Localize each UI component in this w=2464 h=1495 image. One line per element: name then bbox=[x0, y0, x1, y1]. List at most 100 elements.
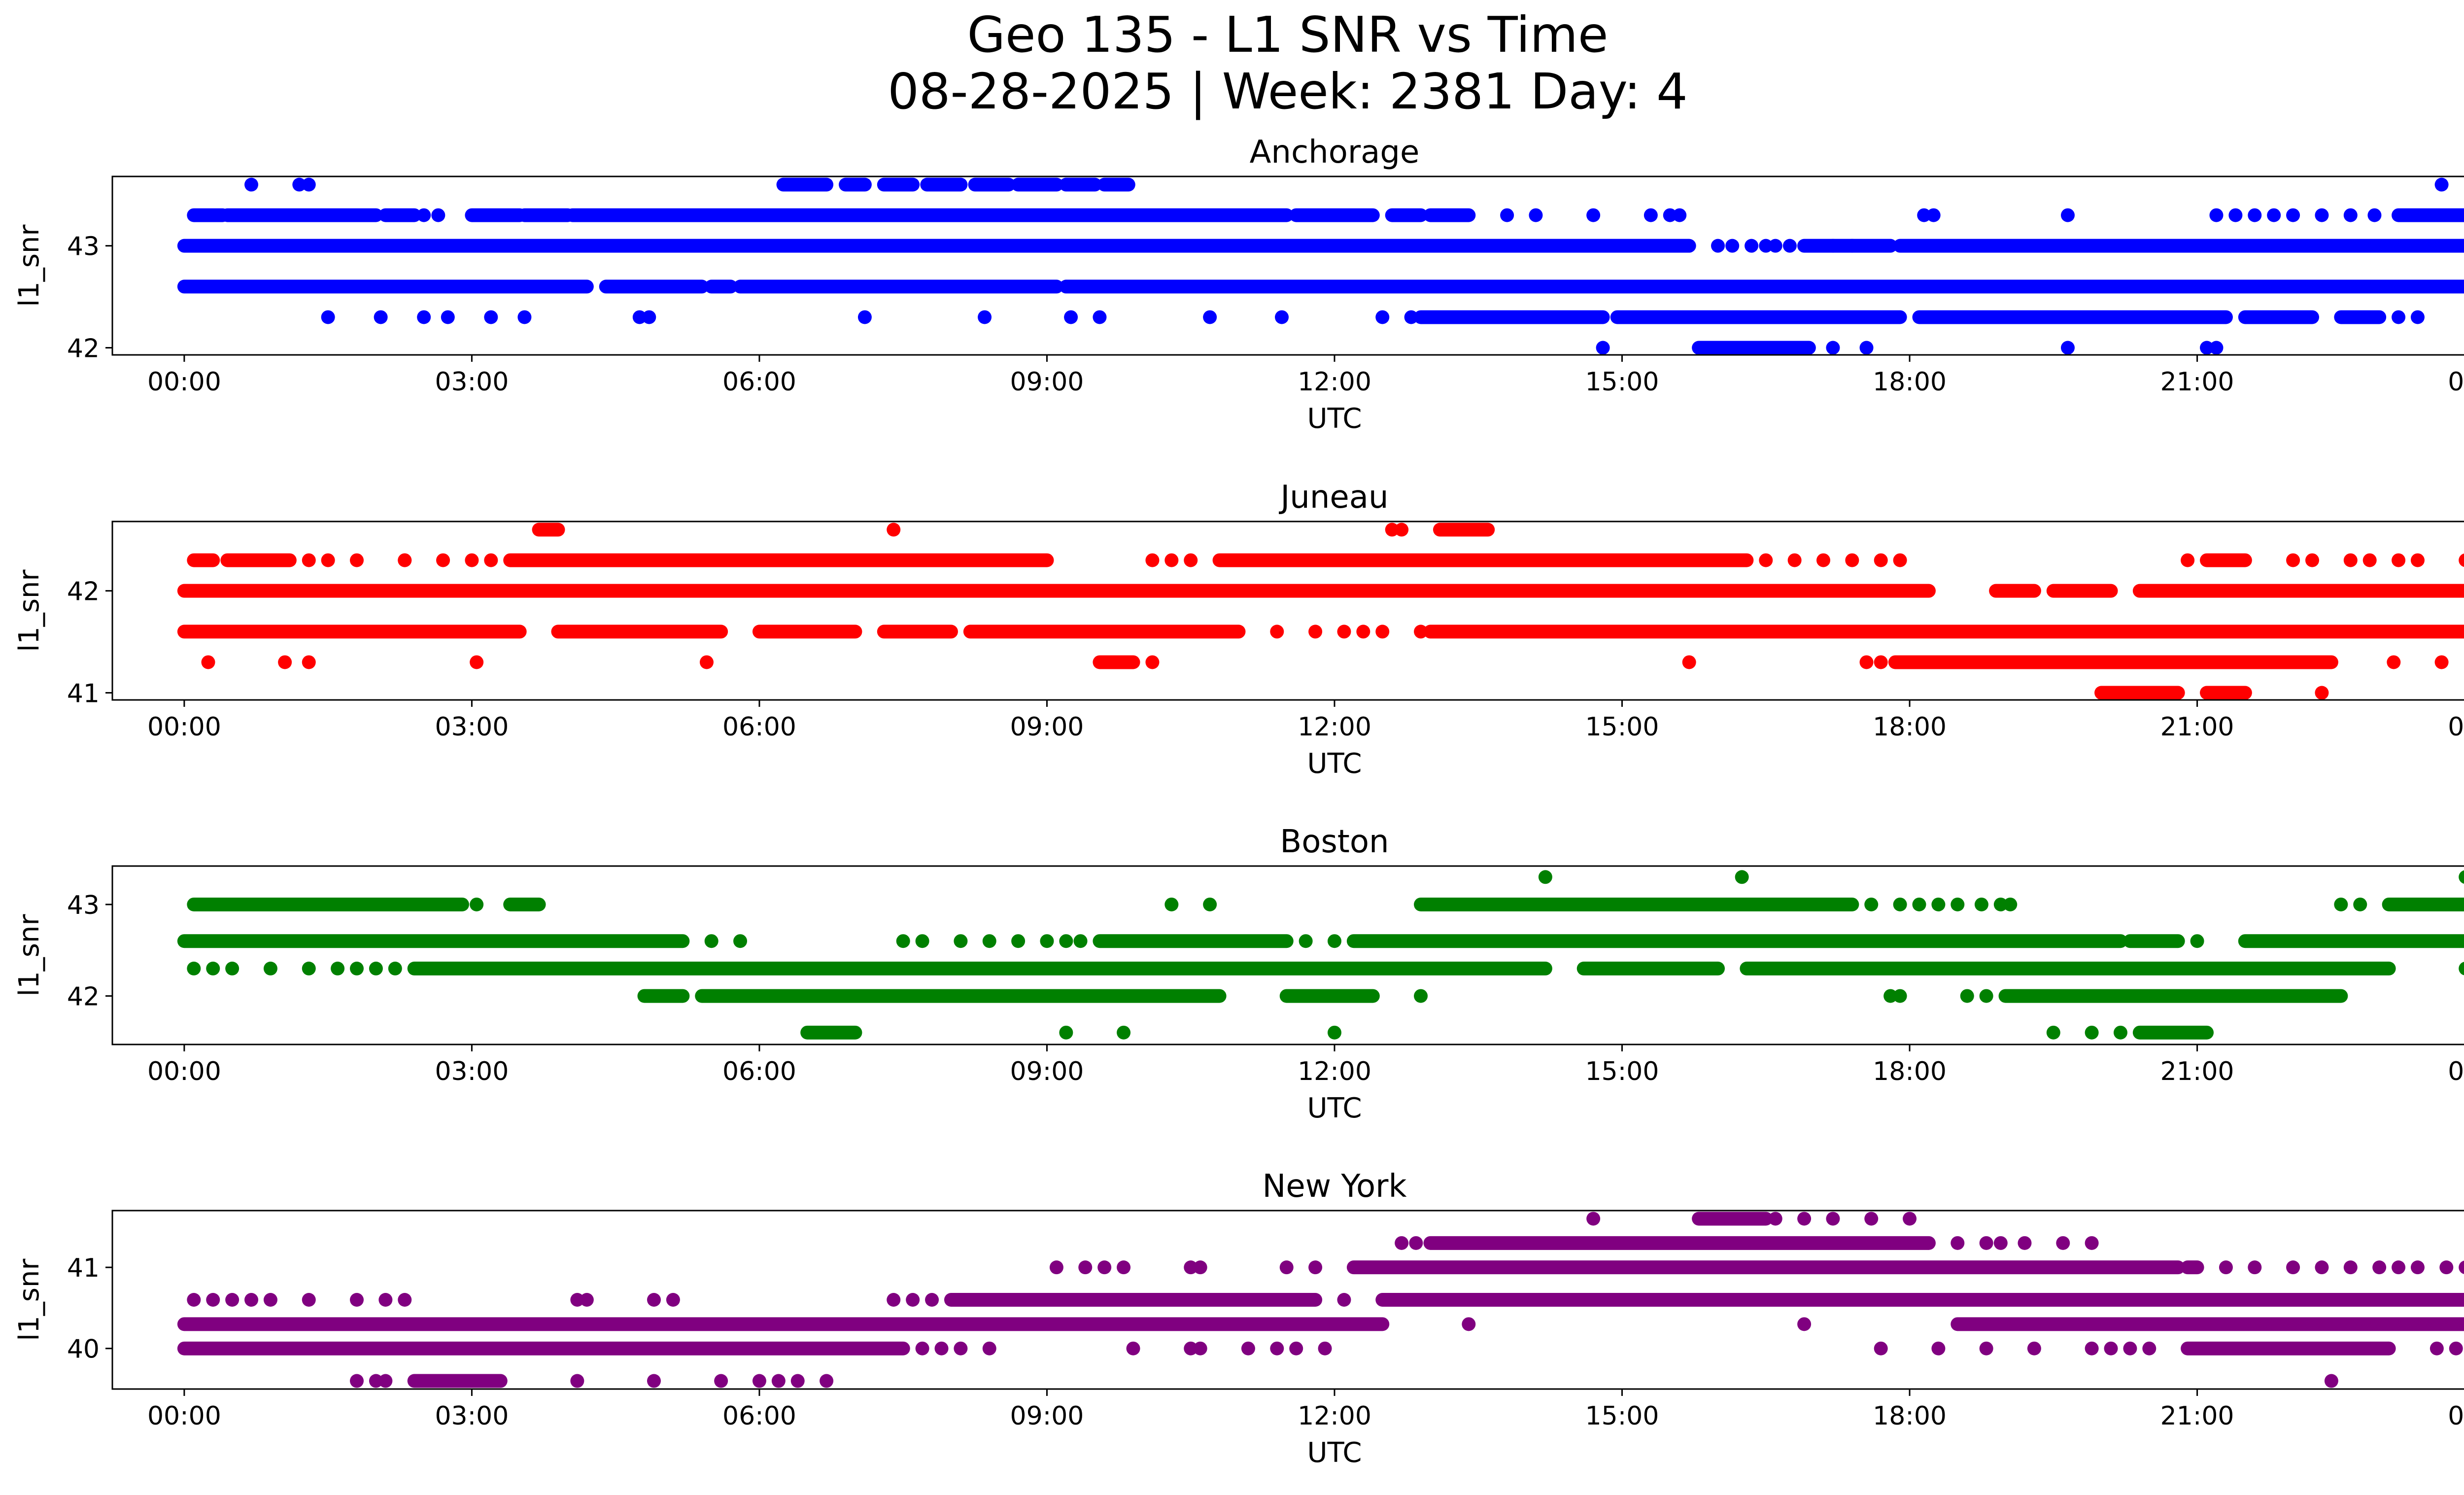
data-point bbox=[1375, 310, 1390, 324]
data-point bbox=[244, 177, 259, 192]
data-point bbox=[1979, 1341, 1993, 1356]
x-tick-label: 09:00 bbox=[1010, 1401, 1084, 1431]
data-point bbox=[632, 310, 647, 324]
data-point bbox=[378, 1293, 393, 1307]
data-point bbox=[2219, 1260, 2233, 1275]
data-point bbox=[470, 897, 484, 911]
data-point bbox=[1318, 1341, 1332, 1356]
x-tick-label: 09:00 bbox=[1010, 1057, 1084, 1086]
data-point bbox=[704, 934, 719, 948]
y-tick-label: 42 bbox=[67, 577, 100, 607]
data-point bbox=[820, 1374, 834, 1388]
data-point bbox=[934, 1341, 949, 1356]
data-point bbox=[1337, 625, 1351, 639]
x-tick-label: 18:00 bbox=[1873, 712, 1947, 742]
panels-container: Anchorage 00:00 03:00 06:00 09:00 12:00 15:00 1… bbox=[13, 134, 2464, 1469]
data-point bbox=[2392, 310, 2406, 324]
data-point bbox=[1404, 310, 1418, 324]
data-point bbox=[1951, 897, 1965, 911]
data-point bbox=[187, 1293, 201, 1307]
data-point bbox=[1745, 239, 1759, 253]
x-tick-label: 00:00 bbox=[2448, 367, 2464, 397]
data-point bbox=[857, 310, 872, 324]
data-point bbox=[1682, 655, 1696, 669]
x-tick-label: 15:00 bbox=[1585, 1057, 1659, 1086]
data-point bbox=[2027, 1341, 2041, 1356]
data-point bbox=[374, 310, 388, 324]
data-point bbox=[1893, 989, 1907, 1003]
data-point bbox=[1782, 239, 1797, 253]
data-point bbox=[1859, 341, 1874, 355]
data-point bbox=[2046, 1025, 2060, 1040]
data-point bbox=[1011, 934, 1026, 948]
data-point bbox=[2353, 897, 2367, 911]
x-axis-label: UTC bbox=[1307, 1092, 1362, 1124]
data-point bbox=[790, 1374, 805, 1388]
data-point bbox=[2343, 553, 2358, 567]
x-tick-label: 09:00 bbox=[1010, 367, 1084, 397]
data-point bbox=[2085, 1236, 2099, 1250]
data-point bbox=[699, 655, 714, 669]
x-tick-label: 15:00 bbox=[1585, 712, 1659, 742]
data-point bbox=[398, 553, 412, 567]
data-point bbox=[484, 553, 498, 567]
data-point bbox=[1097, 1260, 1112, 1275]
data-point bbox=[2056, 1236, 2070, 1250]
data-point bbox=[1093, 310, 1107, 324]
data-point bbox=[733, 934, 748, 948]
data-point bbox=[331, 961, 345, 975]
data-point bbox=[1993, 1236, 2008, 1250]
panel-juneau: Juneau 00:00 03:00 06:00 09:00 12:00 15:00 18:0… bbox=[13, 479, 2464, 780]
data-point bbox=[925, 1293, 939, 1307]
data-point bbox=[1395, 522, 1409, 537]
data-point bbox=[1414, 625, 1428, 639]
data-point bbox=[2085, 1341, 2099, 1356]
data-point bbox=[187, 961, 201, 975]
data-point bbox=[2123, 1341, 2137, 1356]
data-point bbox=[1931, 1341, 1946, 1356]
panel-title: Juneau bbox=[1278, 479, 1388, 516]
data-point bbox=[1859, 655, 1874, 669]
data-point bbox=[417, 310, 431, 324]
data-point bbox=[1145, 553, 1160, 567]
data-point bbox=[2410, 1260, 2425, 1275]
data-point bbox=[1768, 239, 1782, 253]
data-point bbox=[1203, 310, 1217, 324]
x-tick-label: 03:00 bbox=[435, 1057, 509, 1086]
chart-title: Geo 135 - L1 SNR vs Time bbox=[967, 6, 1608, 64]
data-point bbox=[1270, 1341, 1284, 1356]
data-point bbox=[1979, 989, 1993, 1003]
data-point bbox=[436, 553, 450, 567]
data-point bbox=[2392, 1260, 2406, 1275]
data-point bbox=[1826, 239, 1840, 253]
data-point bbox=[2430, 1341, 2444, 1356]
x-tick-label: 12:00 bbox=[1298, 712, 1371, 742]
data-point bbox=[431, 208, 445, 222]
data-point bbox=[2209, 208, 2224, 222]
data-point bbox=[1126, 1341, 1140, 1356]
x-tick-label: 18:00 bbox=[1873, 367, 1947, 397]
x-tick-label: 09:00 bbox=[1010, 712, 1084, 742]
data-point bbox=[2200, 341, 2214, 355]
data-point bbox=[2392, 553, 2406, 567]
data-point bbox=[302, 655, 316, 669]
data-point bbox=[1184, 1260, 1198, 1275]
data-point bbox=[1164, 553, 1179, 567]
data-point bbox=[1385, 522, 1399, 537]
y-tick-label: 41 bbox=[67, 1253, 100, 1283]
data-point bbox=[302, 177, 316, 192]
data-point bbox=[982, 1341, 996, 1356]
data-point bbox=[1395, 1236, 1409, 1250]
x-tick-label: 21:00 bbox=[2160, 1401, 2234, 1431]
data-point bbox=[666, 1293, 680, 1307]
panel-title: Boston bbox=[1280, 824, 1389, 860]
x-tick-label: 15:00 bbox=[1585, 1401, 1659, 1431]
data-point bbox=[1759, 553, 1773, 567]
data-point bbox=[1960, 989, 1974, 1003]
data-point bbox=[2286, 1260, 2300, 1275]
data-point bbox=[441, 310, 455, 324]
data-point bbox=[915, 934, 929, 948]
x-tick-label: 06:00 bbox=[722, 1057, 796, 1086]
data-point bbox=[1308, 625, 1323, 639]
